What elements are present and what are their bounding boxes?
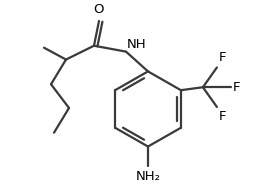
Text: NH₂: NH₂ (136, 170, 160, 183)
Text: F: F (219, 51, 227, 65)
Text: F: F (233, 81, 240, 94)
Text: O: O (93, 3, 103, 16)
Text: F: F (219, 110, 227, 123)
Text: NH: NH (127, 38, 147, 51)
